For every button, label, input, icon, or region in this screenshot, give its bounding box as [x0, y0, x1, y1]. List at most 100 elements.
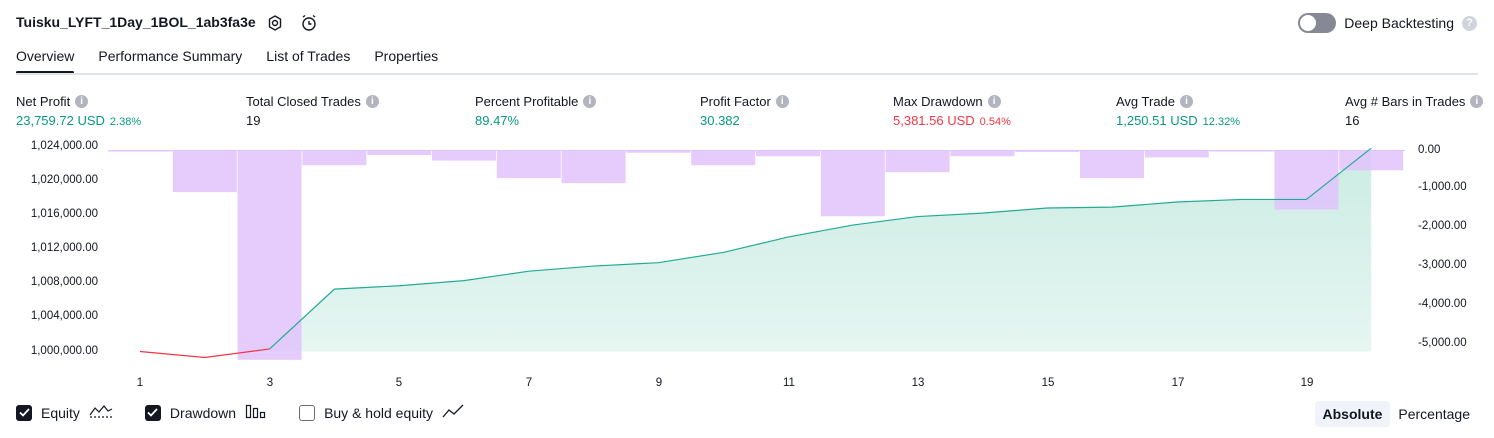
y-left-tick: 1,000,000.00 — [30, 345, 98, 357]
drawdown-bars-icon — [245, 403, 267, 422]
info-icon[interactable]: i — [987, 95, 1001, 108]
drawdown-bar — [1274, 150, 1339, 210]
equity-line-below-initial — [139, 348, 270, 359]
deep-backtesting-label: Deep Backtesting — [1344, 15, 1454, 31]
y-left-tick: 1,008,000.00 — [30, 276, 98, 288]
stat-percent: 12.32% — [1202, 116, 1240, 128]
drawdown-bar — [756, 150, 820, 157]
drawdown-bar — [108, 150, 172, 152]
x-tick: 13 — [911, 377, 925, 389]
drawdown-bar — [172, 150, 237, 193]
x-tick: 11 — [783, 377, 795, 389]
stat-label: Profit Factor — [700, 94, 771, 109]
stat-max-drawdown: Max Drawdown i 5,381.56 USD 0.54% — [893, 94, 1011, 128]
drawdown-bar — [885, 150, 950, 173]
strategy-title: Tuisku_LYFT_1Day_1BOL_1ab3fa3e — [16, 14, 256, 30]
y-right-tick: -4,000.00 — [1418, 298, 1467, 310]
tab-divider — [16, 73, 1478, 75]
drawdown-bar — [691, 150, 756, 166]
stat-avg-bars: Avg # Bars in Trades i 16 — [1345, 94, 1484, 128]
add-alert-icon[interactable] — [299, 13, 319, 33]
report-tabs: Overview Performance Summary List of Tra… — [16, 48, 439, 74]
y-right-tick: -2,000.00 — [1418, 220, 1467, 232]
info-icon[interactable]: i — [365, 95, 379, 108]
x-tick: 1 — [136, 377, 144, 389]
drawdown-bar — [820, 150, 885, 217]
y-left-tick: 1,012,000.00 — [30, 242, 98, 254]
y-left-tick: 1,020,000.00 — [30, 174, 98, 186]
y-left-tick: 1,016,000.00 — [30, 208, 98, 220]
stat-avg-trade: Avg Trade i 1,250.51 USD 12.32% — [1116, 94, 1240, 128]
stat-label: Max Drawdown — [893, 94, 983, 109]
stat-net-profit: Net Profit i 23,759.72 USD 2.38% — [16, 94, 141, 128]
y-left-tick: 1,024,000.00 — [30, 140, 98, 152]
tab-list-of-trades[interactable]: List of Trades — [266, 48, 351, 64]
drawdown-label: Drawdown — [169, 404, 237, 421]
x-tick: 3 — [266, 377, 274, 389]
buy-hold-label: Buy & hold equity — [324, 404, 434, 421]
tab-overview[interactable]: Overview — [16, 48, 75, 74]
equity-checkbox[interactable] — [16, 404, 32, 421]
stat-label: Avg Trade — [1116, 94, 1176, 109]
stat-value: 5,381.56 USD — [893, 113, 975, 128]
stat-label: Avg # Bars in Trades — [1345, 94, 1466, 109]
drawdown-bar — [1339, 150, 1404, 171]
help-icon[interactable]: ? — [1462, 15, 1477, 31]
percentage-button[interactable]: Percentage — [1398, 406, 1470, 422]
stat-value: 1,250.51 USD — [1116, 113, 1198, 128]
info-icon[interactable]: i — [775, 95, 789, 108]
buy-hold-checkbox[interactable] — [299, 404, 316, 421]
stat-percent: 0.54% — [979, 116, 1011, 128]
x-tick: 7 — [525, 377, 533, 389]
drawdown-bar — [302, 150, 367, 166]
absolute-button[interactable]: Absolute — [1314, 401, 1391, 427]
info-icon[interactable]: i — [1470, 95, 1484, 108]
stat-label: Net Profit — [16, 94, 71, 109]
drawdown-bar — [496, 150, 561, 179]
drawdown-bar — [367, 150, 432, 156]
drawdown-bar — [1015, 150, 1080, 152]
drawdown-bar — [950, 150, 1015, 157]
tab-properties[interactable]: Properties — [374, 48, 439, 64]
stat-value: 30.382 — [700, 113, 740, 128]
x-tick: 5 — [395, 377, 403, 389]
chart-legend: Equity Drawdown Buy & hold equity — [16, 403, 496, 422]
y-right-tick: -1,000.00 — [1418, 181, 1467, 193]
x-tick: 17 — [1171, 377, 1185, 389]
stat-label: Total Closed Trades — [246, 94, 361, 109]
stat-value: 89.47% — [475, 113, 520, 128]
deep-backtesting-toggle[interactable] — [1298, 13, 1337, 33]
equity-line-icon — [89, 403, 113, 422]
info-icon[interactable]: i — [1180, 95, 1194, 108]
tab-performance-summary[interactable]: Performance Summary — [98, 48, 243, 64]
stat-label: Percent Profitable — [475, 94, 579, 109]
drawdown-checkbox[interactable] — [144, 404, 161, 421]
info-icon[interactable]: i — [583, 95, 597, 108]
equity-area — [269, 148, 1372, 352]
stat-percent-profitable: Percent Profitable i 89.47% — [475, 94, 597, 128]
x-tick: 9 — [655, 377, 663, 389]
info-icon[interactable]: i — [75, 95, 89, 108]
stat-value: 23,759.72 USD — [16, 113, 105, 128]
x-tick: 15 — [1041, 377, 1055, 389]
x-tick: 19 — [1300, 377, 1314, 389]
stat-percent: 2.38% — [109, 116, 142, 128]
legend-buy-hold[interactable]: Buy & hold equity — [299, 403, 464, 422]
settings-icon[interactable] — [265, 13, 285, 33]
drawdown-bar — [626, 150, 691, 153]
y-right-tick: -5,000.00 — [1418, 337, 1467, 349]
stat-profit-factor: Profit Factor i 30.382 — [700, 94, 789, 128]
stat-value: 16 — [1345, 113, 1360, 128]
value-mode-switch: Absolute Percentage — [1314, 401, 1479, 427]
stat-total-closed-trades: Total Closed Trades i 19 — [246, 94, 379, 128]
legend-equity[interactable]: Equity — [16, 403, 113, 422]
legend-drawdown[interactable]: Drawdown — [144, 403, 267, 422]
y-right-tick: -3,000.00 — [1418, 259, 1467, 271]
y-left-tick: 1,004,000.00 — [30, 310, 98, 322]
y-right-tick: 0.00 — [1418, 144, 1441, 156]
equity-line — [269, 147, 1372, 350]
drawdown-bar — [1144, 150, 1209, 158]
equity-label: Equity — [41, 404, 80, 421]
deep-backtesting-control: Deep Backtesting ? — [1298, 13, 1477, 33]
